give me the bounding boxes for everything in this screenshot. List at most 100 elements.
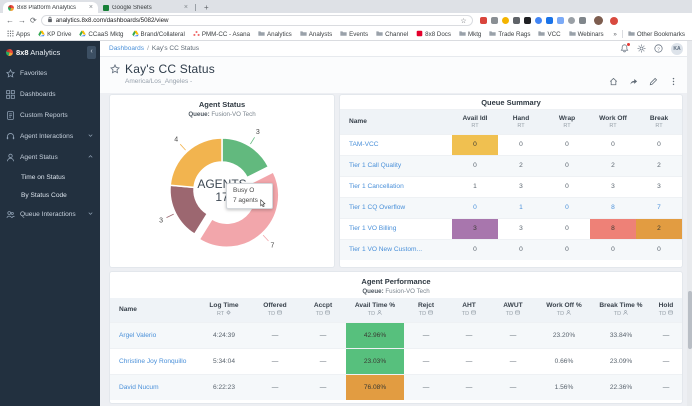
metric-link[interactable]: 0 [473,204,477,211]
sidebar-item-dashboards[interactable]: Dashboards [0,84,100,105]
extension-icon[interactable] [512,17,520,24]
page-timezone[interactable]: America/Los_Angeles - [125,78,193,85]
bookmark-item[interactable]: KP Drive [38,30,71,39]
column-header-hand[interactable]: Hand RT [498,110,544,134]
queue-name-link[interactable]: Tier 1 Call Quality [340,154,452,176]
queue-name-link[interactable]: Tier 1 CQ Overflow [340,196,452,218]
column-header-hold[interactable]: Hold TD [650,298,682,322]
profile-avatar[interactable] [593,16,603,25]
home-icon[interactable] [609,77,618,86]
sidebar-item-queue-interactions[interactable]: Queue Interactions [0,204,100,225]
column-header-name[interactable]: Name [110,298,198,322]
donut-slice[interactable] [221,137,270,179]
queue-name-link[interactable]: Tier 1 VO Billing [340,217,452,239]
column-header-offered[interactable]: Offered TD [250,298,300,322]
column-header-work-off[interactable]: Work Off % TD [536,298,592,322]
extension-icon[interactable] [523,17,531,24]
other-bookmarks[interactable]: Other Bookmarks [628,30,685,39]
bookmark-item[interactable]: Channel [376,30,408,39]
scrollbar-thumb[interactable] [687,291,692,349]
metric-link[interactable]: 7 [657,204,661,211]
donut-slice[interactable] [169,137,223,189]
extension-icon[interactable] [556,17,564,24]
user-avatar[interactable]: KA [671,42,683,55]
extension-icon[interactable] [501,17,509,24]
forward-button[interactable]: → [18,15,26,25]
bookmark-item[interactable]: 8x8 Docs [416,30,451,39]
back-button[interactable]: ← [6,15,14,25]
metric-link[interactable]: 0 [565,204,569,211]
bookmark-item[interactable]: Apps [7,29,30,39]
queue-name-link[interactable]: Tier 1 Cancellation [340,175,452,197]
breadcrumb-dashboards-link[interactable]: Dashboards [109,45,145,52]
column-header-avail-time[interactable]: Avail Time % TD [346,298,404,322]
bookmark-item[interactable]: CCaaS Mktg [79,30,124,39]
extension-icon[interactable] [534,17,542,24]
queue-name-link[interactable]: TAM-VCC [340,133,452,155]
column-header-name[interactable]: Name [340,110,452,134]
sidebar-collapse-button[interactable]: ‹ [87,45,96,59]
column-header-accpt[interactable]: Accpt TD [300,298,346,322]
sidebar-item-agent-status[interactable]: Agent Status [0,147,100,168]
help-icon[interactable]: ? [654,44,663,53]
column-header-awut[interactable]: AWUT TD [490,298,536,322]
agent-name-link[interactable]: Argel Valerio [110,321,198,348]
settings-icon[interactable] [637,44,646,53]
new-tab-button[interactable]: + [204,3,209,12]
extension-icon[interactable] [545,17,553,24]
sidebar-item-custom-reports[interactable]: Custom Reports [0,105,100,126]
column-header-avail-idl[interactable]: Avail Idl RT [452,110,498,134]
bookmark-item[interactable]: Trade Rags [489,30,530,39]
metric-cell: — [404,373,448,400]
tab-close-icon[interactable]: × [183,4,188,11]
metric-link[interactable]: 1 [519,204,523,211]
donut-slice[interactable] [169,184,209,236]
bookmark-item[interactable]: VCC [538,30,561,39]
bookmarks-overflow-icon[interactable]: » [613,30,617,38]
sidebar-item-favorites[interactable]: Favorites [0,63,100,84]
bookmark-item[interactable]: Mktg [459,30,481,39]
asana-icon [193,30,200,39]
column-header-log-time[interactable]: Log Time RT [198,298,250,322]
agent-name-link[interactable]: Christine Joy Ronquillo [110,347,198,374]
sidebar-subitem-time-on-status[interactable]: Time on Status [21,173,66,181]
share-icon[interactable] [629,77,638,86]
bookmark-item[interactable]: Brand/Collateral [131,30,185,39]
column-header-work-off[interactable]: Work Off RT [590,110,636,134]
sidebar-item-agent-interactions[interactable]: Agent Interactions [0,126,100,147]
notifications-icon[interactable] [620,43,630,53]
edit-icon[interactable] [649,77,658,86]
column-header-rejct[interactable]: Rejct TD [404,298,448,322]
extension-icon[interactable] [578,17,586,24]
queue-name-link[interactable]: Tier 1 VO New Custom... [340,238,452,260]
bookmark-item[interactable]: PMM-CC - Asana [193,30,250,39]
tab-close-icon[interactable]: × [88,4,93,11]
extension-icon[interactable] [567,17,575,24]
bookmark-item[interactable]: Analysts [300,30,332,39]
column-header-aht[interactable]: AHT TD [448,298,490,322]
browser-tab[interactable]: Google Sheets × [98,2,193,13]
bookmark-star-icon[interactable]: ☆ [460,17,467,25]
column-header-wrap[interactable]: Wrap RT [544,110,590,134]
address-bar[interactable]: analytics.8x8.com/dashboards/5082/view ☆ [40,15,473,26]
page-scrollbar[interactable] [687,41,692,406]
bookmark-item[interactable]: Webinars [568,30,604,39]
bookmark-item[interactable]: Analytics [258,30,292,39]
column-header-break-time[interactable]: Break Time % TD [592,298,650,322]
donut-center-value: 17 [215,190,229,204]
agent-name-link[interactable]: David Nucum [110,373,198,400]
top-bar: Dashboards / Kay's CC Status ? KA [100,41,692,57]
bookmark-item[interactable]: Events [340,30,368,39]
reload-button[interactable]: ⟳ [30,15,37,25]
column-header-break[interactable]: Break RT [636,110,682,134]
sidebar-subitem-by-status-code[interactable]: By Status Code [21,191,67,199]
more-icon[interactable] [669,77,678,86]
extension-icon[interactable] [479,17,487,24]
browser-tab-active[interactable]: 8x8 Platform Analytics × [3,2,98,13]
metric-link[interactable]: 8 [611,204,615,211]
bookmark-label: Brand/Collateral [140,30,185,38]
favorite-star-icon[interactable] [110,64,120,74]
extension-icon[interactable] [490,17,498,24]
browser-menu-icon[interactable] [609,16,618,25]
